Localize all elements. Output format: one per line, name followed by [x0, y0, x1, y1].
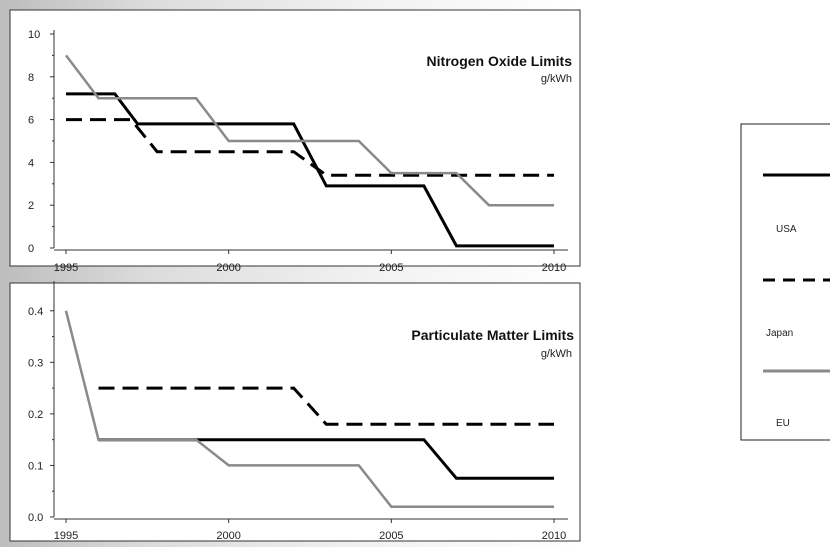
pm-ticks: 0.0 0.1 0.2 0.3 0.4 1995 2000 2005 2010 — [28, 306, 566, 542]
y-tick-label: 0.1 — [28, 460, 43, 472]
nox-axes — [53, 30, 568, 251]
y-tick-label: 2 — [28, 200, 34, 212]
nox-chart-unit: g/kWh — [541, 73, 572, 85]
x-tick-label: 2005 — [379, 262, 403, 274]
legend: USA Japan EU — [740, 123, 830, 441]
legend-label-eu: EU — [776, 418, 790, 429]
y-tick-label: 0 — [28, 243, 34, 255]
series-line-eu — [64, 310, 554, 508]
x-tick-label: 2010 — [542, 262, 566, 274]
pm-chart-title: Particulate Matter Limits — [411, 327, 574, 343]
y-tick-label: 4 — [28, 157, 34, 169]
series-line-eu — [65, 54, 554, 207]
nox-series — [65, 54, 554, 248]
y-tick-label: 10 — [28, 29, 40, 41]
y-tick-label: 0.4 — [28, 306, 43, 318]
y-tick-label: 0.2 — [28, 409, 43, 421]
legend-label-japan: Japan — [766, 328, 793, 339]
y-tick-label: 0.3 — [28, 357, 43, 369]
series-line-usa — [98, 438, 554, 480]
series-line-japan — [98, 386, 554, 426]
pm-series — [64, 310, 554, 508]
pm-axes — [53, 281, 568, 520]
legend-box — [740, 123, 830, 441]
y-tick-label: 0.0 — [28, 512, 43, 524]
x-tick-label: 1995 — [54, 530, 78, 542]
nox-ticks: 0 2 4 6 8 10 1995 2000 2005 2010 — [28, 29, 566, 274]
legend-label-usa: USA — [776, 224, 797, 235]
pm-chart-unit: g/kWh — [541, 348, 572, 360]
x-tick-label: 2000 — [216, 530, 240, 542]
series-line-japan — [66, 118, 554, 177]
nox-chart-frame — [9, 9, 581, 267]
y-tick-label: 8 — [28, 72, 34, 84]
x-tick-label: 2000 — [216, 262, 240, 274]
nox-chart: 0 2 4 6 8 10 1995 2000 2005 2010 Nitrogen Oxide L… — [28, 29, 572, 274]
pm-chart: 0.0 0.1 0.2 0.3 0.4 1995 2000 2005 2010 Particul… — [28, 281, 574, 542]
x-tick-label: 2005 — [379, 530, 403, 542]
x-tick-label: 1995 — [54, 262, 78, 274]
nox-chart-title: Nitrogen Oxide Limits — [427, 53, 573, 69]
x-tick-label: 2010 — [542, 530, 566, 542]
pm-chart-frame — [9, 282, 581, 542]
y-tick-label: 6 — [28, 115, 34, 127]
